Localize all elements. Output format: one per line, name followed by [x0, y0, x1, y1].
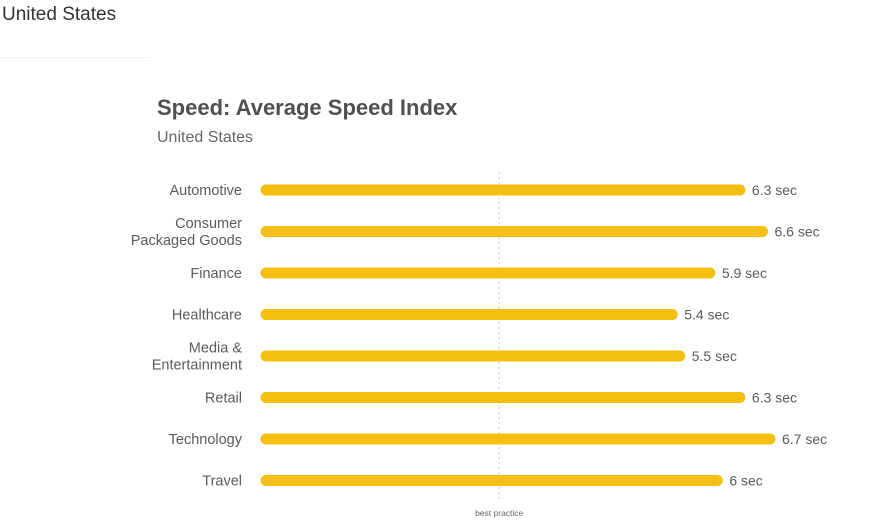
value-label: 5.4 sec: [684, 307, 729, 323]
value-label: 6 sec: [729, 473, 762, 489]
value-label: 5.9 sec: [722, 265, 767, 281]
category-label: Consumer Packaged Goods: [131, 216, 242, 249]
value-label: 5.5 sec: [692, 348, 737, 364]
category-label: Travel: [202, 474, 242, 490]
value-label: 6.3 sec: [752, 182, 797, 198]
value-label: 6.3 sec: [752, 390, 797, 406]
page-heading: United States: [2, 4, 117, 25]
category-label: Healthcare: [172, 308, 242, 324]
chart-subtitle: United States: [157, 129, 254, 146]
chart-title: Speed: Average Speed Index: [157, 95, 458, 120]
category-label: Media & Entertainment: [152, 341, 243, 374]
category-label: Retail: [205, 391, 242, 407]
reference-line-label: best practice: [475, 508, 523, 518]
category-label: Finance: [190, 266, 242, 282]
category-label: Technology: [169, 432, 243, 448]
category-label: Automotive: [169, 183, 242, 199]
value-label: 6.6 sec: [774, 224, 819, 240]
divider: [0, 57, 150, 58]
value-label: 6.7 sec: [782, 431, 827, 447]
